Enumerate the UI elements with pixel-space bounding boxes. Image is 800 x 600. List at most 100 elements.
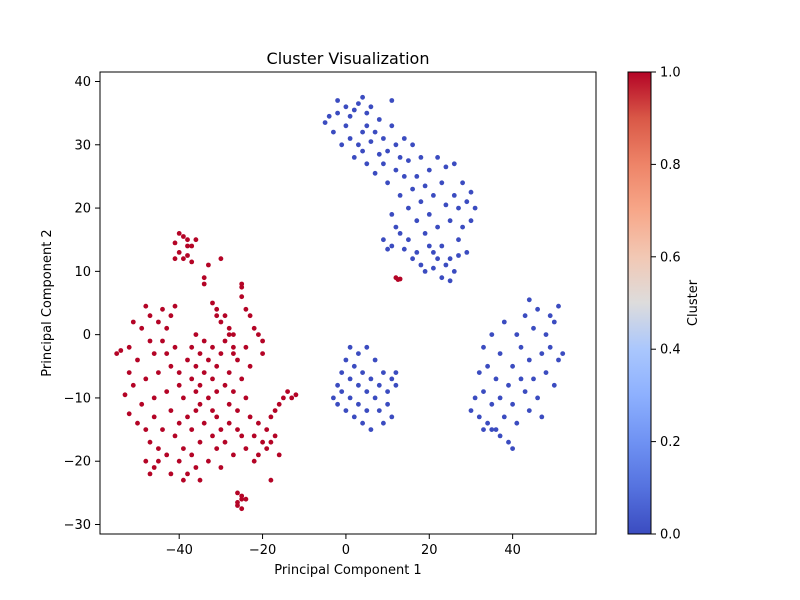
cluster-1-point (143, 458, 149, 464)
cluster-0-point (351, 155, 357, 160)
cluster-0-point (368, 104, 374, 110)
cluster-0-point (335, 401, 340, 407)
cluster-0-point (560, 351, 566, 356)
cluster-0-point (435, 224, 440, 230)
cluster-1-point (251, 433, 257, 439)
cluster-1-point (193, 408, 199, 413)
cluster-1-point (239, 433, 245, 439)
cluster-1-point (147, 471, 153, 477)
y-tick-label: −20 (64, 455, 91, 470)
cluster-0-point (447, 278, 453, 284)
cluster-1-point (164, 325, 170, 331)
cluster-0-point (406, 205, 411, 211)
cluster-1-point (222, 338, 228, 344)
cluster-1-point (122, 392, 128, 398)
cluster-0-point (481, 427, 486, 432)
cluster-1-point (193, 237, 199, 243)
cluster-1-point (126, 344, 132, 350)
cluster-0-point (351, 414, 357, 420)
cluster-0-point (539, 351, 545, 356)
cluster-0-point (522, 389, 528, 394)
cluster-0-point (401, 246, 407, 252)
cluster-1-point (276, 452, 282, 458)
cluster-0-point (443, 262, 449, 268)
cluster-1-point (235, 427, 240, 432)
cluster-0-point (410, 256, 415, 262)
cluster-0-point (381, 370, 386, 375)
cluster-1-point (172, 433, 178, 439)
cluster-1-point (176, 250, 182, 255)
cluster-0-point (381, 420, 386, 426)
cluster-0-point (493, 376, 499, 382)
cluster-0-point (385, 401, 390, 407)
x-tick-label: 40 (504, 543, 521, 558)
cluster-1-point (222, 439, 228, 445)
cluster-1-point (176, 458, 182, 464)
cluster-0-point (389, 212, 395, 217)
cluster-0-point (439, 243, 445, 249)
colorbar-tick-label: 0.6 (660, 250, 681, 265)
cluster-0-point (335, 98, 340, 103)
cluster-0-point (426, 167, 432, 173)
cluster-1-point (214, 306, 220, 312)
cluster-1-point (193, 465, 199, 470)
cluster-0-point (451, 269, 457, 274)
cluster-1-point (235, 490, 240, 496)
cluster-0-point (393, 224, 399, 230)
plot-frame (99, 71, 597, 535)
cluster-0-point (347, 395, 353, 401)
cluster-0-point (451, 161, 457, 167)
cluster-1-point (256, 420, 261, 426)
cluster-1-point (218, 256, 224, 262)
cluster-0-point (539, 414, 545, 420)
cluster-1-point (235, 357, 240, 363)
cluster-0-point (381, 237, 386, 243)
cluster-1-point (185, 237, 190, 243)
cluster-0-point (368, 139, 374, 145)
cluster-0-point (339, 389, 345, 394)
cluster-0-point (389, 376, 395, 382)
cluster-0-point (422, 269, 428, 274)
colorbar-tick-label: 0.2 (660, 435, 681, 450)
cluster-0-point (364, 408, 370, 413)
cluster-1-point (247, 313, 253, 319)
cluster-0-point (456, 205, 461, 211)
cluster-1-point (168, 471, 174, 477)
y-tick-label: 30 (74, 138, 91, 153)
cluster-1-point (172, 240, 178, 246)
cluster-0-point (418, 262, 424, 268)
cluster-0-point (356, 351, 361, 356)
cluster-0-point (372, 395, 378, 401)
cluster-0-point (476, 370, 482, 375)
cluster-1-point (189, 427, 195, 432)
cluster-0-point (551, 319, 557, 325)
cluster-1-point (243, 344, 249, 350)
cluster-0-point (376, 382, 382, 388)
cluster-1-point (201, 338, 207, 344)
cluster-0-point (414, 218, 420, 224)
cluster-1-point (285, 389, 290, 394)
cluster-1-point (164, 452, 170, 458)
cluster-0-point (518, 344, 524, 350)
cluster-0-point (497, 395, 503, 401)
cluster-1-point (164, 351, 170, 356)
cluster-0-point (468, 189, 474, 195)
cluster-0-point (435, 155, 440, 160)
x-tick-label: −20 (249, 543, 276, 558)
cluster-0-point (343, 357, 349, 363)
cluster-1-point (260, 338, 265, 344)
cluster-1-point (206, 458, 211, 464)
cluster-1-point (147, 313, 153, 319)
cluster-0-point (456, 253, 461, 258)
cluster-1-point (293, 392, 299, 398)
cluster-0-point (356, 401, 361, 407)
cluster-0-point (489, 401, 495, 407)
cluster-0-point (360, 420, 365, 426)
cluster-0-point (364, 389, 370, 394)
cluster-1-point (226, 325, 232, 331)
cluster-0-point (372, 357, 378, 363)
cluster-1-point (210, 344, 215, 350)
y-tick-label: 40 (74, 75, 91, 90)
colorbar-tick-label: 0.4 (660, 343, 681, 358)
